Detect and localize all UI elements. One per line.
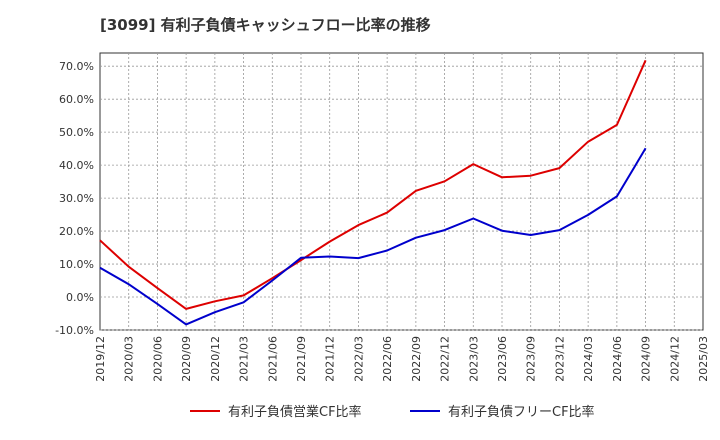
y-tick-label: 60.0%	[59, 93, 94, 106]
series-layer	[99, 59, 647, 326]
x-tick-label: 2023/03	[467, 336, 480, 382]
y-tick-label: 30.0%	[59, 192, 94, 205]
legend-layer: 有利子負債営業CF比率 有利子負債フリーCF比率	[190, 404, 595, 420]
x-tick-label: 2019/12	[94, 336, 107, 382]
x-tick-label: 2023/12	[553, 336, 566, 382]
x-tick-label: 2024/03	[582, 336, 595, 382]
x-tick-label: 2024/06	[611, 336, 624, 382]
x-tick-label: 2020/06	[151, 336, 164, 382]
x-tick-label: 2020/09	[180, 336, 193, 382]
y-tick-label: 50.0%	[59, 126, 94, 139]
legend-label-2: 有利子負債フリーCF比率	[448, 404, 595, 420]
x-tick-label: 2021/12	[324, 336, 337, 382]
y-tick-label: 20.0%	[59, 225, 94, 238]
y-tick-label: 0.0%	[66, 291, 94, 304]
grid-layer	[99, 52, 704, 331]
x-tick-label: 2025/03	[697, 336, 710, 382]
x-tick-label: 2021/06	[266, 336, 279, 382]
legend-label-1: 有利子負債営業CF比率	[228, 404, 362, 420]
y-tick-label: 70.0%	[59, 60, 94, 73]
x-tick-label: 2021/09	[295, 336, 308, 382]
y-tick-label: 10.0%	[59, 258, 94, 271]
x-tick-label: 2022/06	[381, 336, 394, 382]
series-line-1	[99, 59, 647, 310]
x-tick-label: 2022/12	[439, 336, 452, 382]
x-tick-label: 2020/12	[209, 336, 222, 382]
x-tick-label: 2020/03	[123, 336, 136, 382]
series-line-2	[99, 147, 647, 326]
axis-layer: -10.0% 0.0% 10.0% 20.0% 30.0% 40.0% 50.0% 60.0%…	[55, 60, 710, 382]
x-tick-label: 2022/03	[352, 336, 365, 382]
x-tick-label: 2024/09	[640, 336, 653, 382]
x-tick-label: 2023/06	[496, 336, 509, 382]
plot-area	[99, 52, 704, 331]
x-tick-label: 2024/12	[668, 336, 681, 382]
y-tick-label: -10.0%	[55, 324, 94, 337]
x-tick-label: 2021/03	[238, 336, 251, 382]
x-tick-label: 2022/09	[410, 336, 423, 382]
y-tick-label: 40.0%	[59, 159, 94, 172]
x-tick-label: 2023/09	[525, 336, 538, 382]
chart-title: [3099] 有利子負債キャッシュフロー比率の推移	[100, 16, 431, 34]
